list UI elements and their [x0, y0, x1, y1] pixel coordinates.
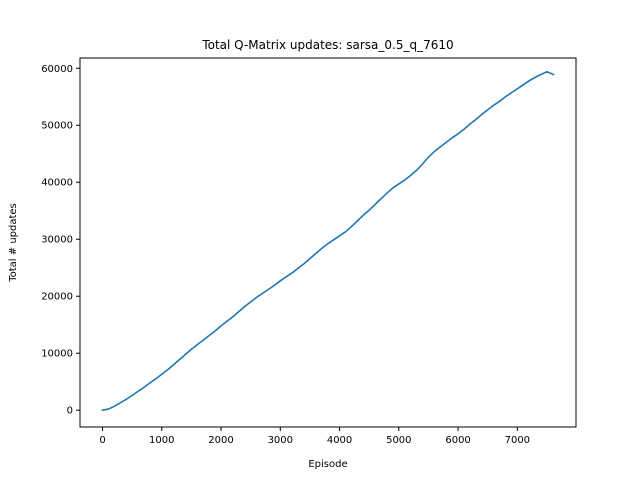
chart-title: Total Q-Matrix updates: sarsa_0.5_q_7610	[201, 38, 453, 52]
y-tick-label: 30000	[41, 235, 73, 246]
x-tick-label: 5000	[386, 435, 411, 446]
x-tick-label: 1000	[149, 435, 174, 446]
series-line	[101, 70, 555, 412]
y-tick-label: 0	[67, 406, 73, 417]
y-axis-label: Total # updates	[8, 203, 19, 283]
x-tick-label: 0	[99, 435, 105, 446]
y-tick-label: 20000	[41, 292, 73, 303]
x-axis-label: Episode	[308, 459, 347, 470]
x-tick-label: 6000	[445, 435, 470, 446]
x-tick-label: 2000	[208, 435, 233, 446]
plot-frame	[79, 57, 577, 428]
y-tick-label: 40000	[41, 178, 73, 189]
chart-marks	[101, 70, 555, 412]
x-axis: 0 1000 2000 3000 4000 5000 6000 7000	[99, 427, 530, 446]
y-tick-label: 60000	[41, 64, 73, 75]
x-tick-label: 7000	[505, 435, 530, 446]
y-tick-label: 50000	[41, 121, 73, 132]
y-tick-label: 10000	[41, 349, 73, 360]
y-axis: 0 10000 20000 30000 40000 50000 60000	[41, 64, 80, 417]
x-tick-label: 3000	[268, 435, 293, 446]
x-tick-label: 4000	[327, 435, 352, 446]
